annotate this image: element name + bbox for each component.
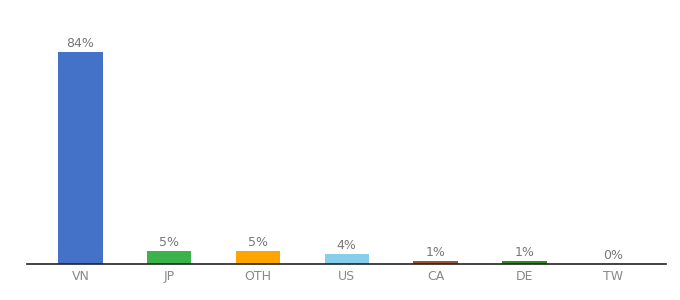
Bar [413, 262, 458, 264]
Bar [58, 52, 103, 264]
Text: 1%: 1% [514, 247, 534, 260]
Text: 1%: 1% [426, 247, 445, 260]
Bar [147, 251, 192, 264]
Bar [236, 251, 280, 264]
Text: 0%: 0% [603, 249, 623, 262]
Bar [324, 254, 369, 264]
Text: 5%: 5% [159, 236, 180, 249]
Text: 4%: 4% [337, 239, 357, 252]
Text: 84%: 84% [67, 37, 95, 50]
Text: 5%: 5% [248, 236, 268, 249]
Bar [502, 262, 547, 264]
